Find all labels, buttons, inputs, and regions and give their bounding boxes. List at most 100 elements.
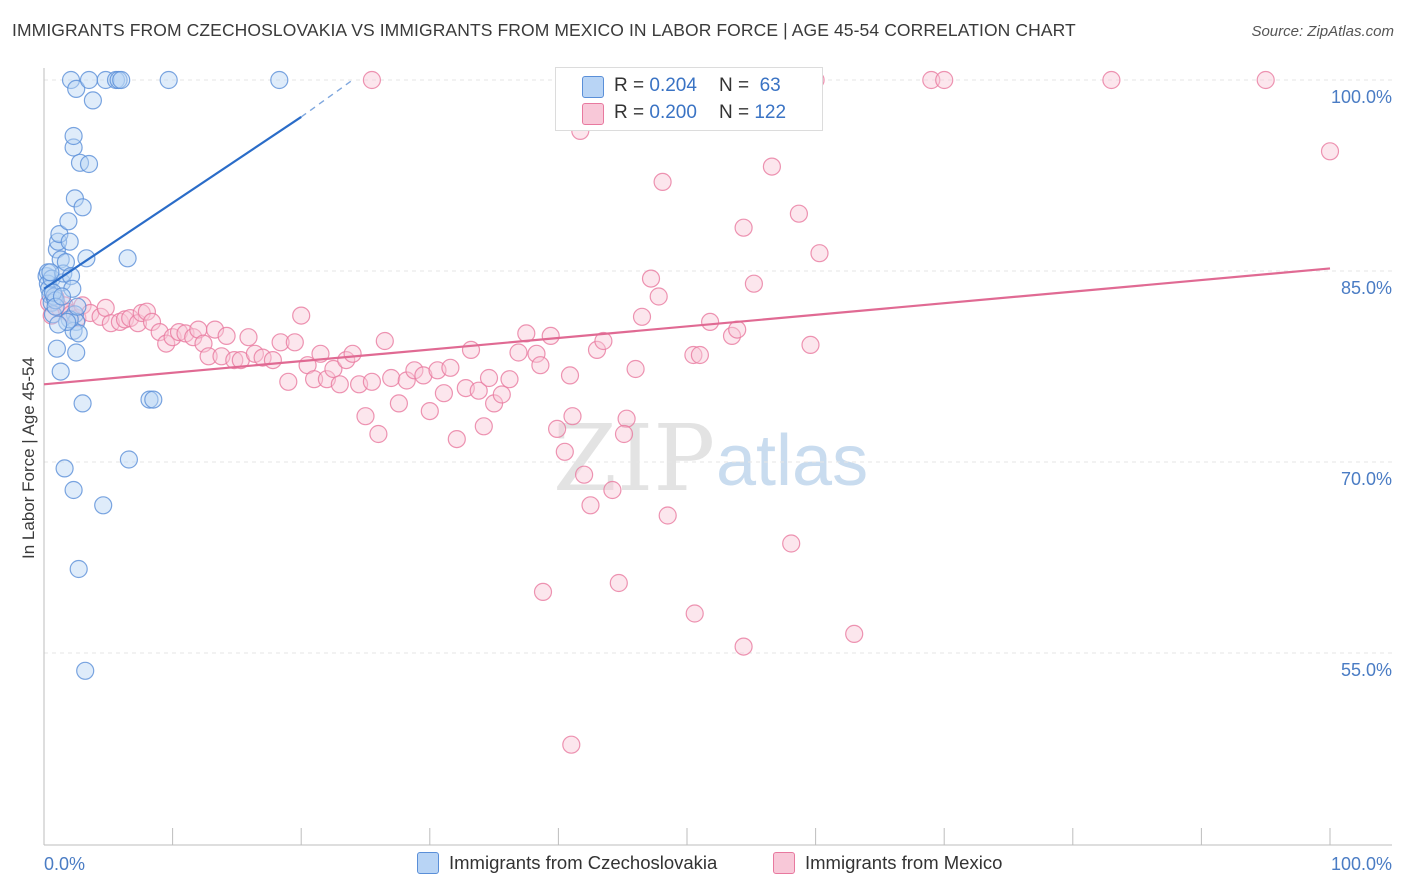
point-mexico-71 bbox=[492, 385, 511, 404]
point-mexico-67 bbox=[469, 381, 488, 400]
point-mexico-52 bbox=[362, 372, 381, 391]
point-mexico-60 bbox=[420, 402, 439, 421]
point-mexico-119 bbox=[1102, 70, 1121, 90]
point-mexico-62 bbox=[434, 384, 453, 403]
y-tick-label-55: 55.0% bbox=[1341, 660, 1392, 680]
legend-row-mexico: R = 0.200 N = 122 bbox=[614, 101, 786, 125]
point-mexico-83 bbox=[581, 496, 600, 515]
point-mexico-98 bbox=[728, 320, 747, 339]
y-tick-label-85: 85.0% bbox=[1341, 278, 1392, 298]
point-mexico-51 bbox=[356, 407, 375, 426]
legend-r-label-1: R = bbox=[614, 75, 645, 96]
point-mexico-31 bbox=[217, 326, 236, 345]
source-label: Source: ZipAtlas.com bbox=[1251, 23, 1394, 40]
point-czechoslovakia-49 bbox=[73, 394, 92, 413]
point-mexico-89 bbox=[626, 359, 645, 379]
point-czechoslovakia-47 bbox=[140, 390, 159, 409]
point-mexico-66 bbox=[461, 340, 481, 359]
point-mexico-57 bbox=[397, 371, 416, 390]
point-czechoslovakia-36 bbox=[61, 70, 81, 90]
point-mexico-80 bbox=[560, 366, 580, 385]
point-czechoslovakia-37 bbox=[67, 79, 86, 99]
point-czechoslovakia-46 bbox=[118, 249, 137, 268]
axis-layer bbox=[43, 68, 1392, 846]
point-mexico-95 bbox=[690, 345, 710, 365]
y-axis-label: In Labor Force | Age 45-54 bbox=[19, 357, 38, 559]
point-mexico-84 bbox=[587, 340, 607, 359]
point-mexico-76 bbox=[531, 356, 550, 375]
point-czechoslovakia-44 bbox=[159, 70, 178, 90]
point-mexico-117 bbox=[922, 70, 941, 90]
point-czechoslovakia-38 bbox=[79, 70, 99, 90]
point-mexico-104 bbox=[801, 335, 820, 354]
point-mexico-92 bbox=[649, 287, 668, 306]
point-mexico-64 bbox=[447, 430, 466, 449]
point-czechoslovakia-20 bbox=[63, 279, 82, 298]
point-mexico-41 bbox=[292, 306, 311, 325]
point-mexico-85 bbox=[594, 331, 613, 351]
x-tick-label-start: 0.0% bbox=[44, 854, 85, 874]
point-czechoslovakia-45 bbox=[270, 70, 289, 90]
point-czechoslovakia-59 bbox=[52, 287, 72, 306]
legend-n-label-2: N = bbox=[718, 102, 750, 123]
point-mexico-59 bbox=[414, 366, 433, 385]
point-czechoslovakia-28 bbox=[69, 324, 88, 343]
point-mexico-23 bbox=[169, 323, 189, 342]
point-mexico-113 bbox=[562, 735, 581, 754]
point-mexico-100 bbox=[744, 274, 764, 293]
point-mexico-106 bbox=[845, 624, 864, 644]
legend-r-label-2: R = bbox=[614, 102, 645, 123]
point-mexico-69 bbox=[479, 368, 499, 388]
point-czechoslovakia-16 bbox=[56, 253, 76, 272]
point-mexico-79 bbox=[555, 442, 574, 461]
point-czechoslovakia-43 bbox=[112, 70, 131, 90]
point-mexico-101 bbox=[762, 157, 782, 176]
point-mexico-77 bbox=[541, 326, 560, 345]
point-mexico-37 bbox=[263, 351, 282, 370]
point-mexico-103 bbox=[789, 204, 809, 223]
point-mexico-110 bbox=[609, 573, 628, 593]
trend-line-czechoslovakia bbox=[43, 116, 302, 290]
point-mexico-107 bbox=[653, 172, 672, 191]
point-czechoslovakia-58 bbox=[46, 297, 65, 316]
point-czechoslovakia-51 bbox=[64, 480, 83, 500]
bottom-swatch-czechoslovakia bbox=[417, 852, 439, 874]
point-czechoslovakia-31 bbox=[64, 126, 83, 146]
bottom-swatch-mexico bbox=[773, 852, 795, 874]
point-czechoslovakia-34 bbox=[73, 198, 92, 217]
point-czechoslovakia-17 bbox=[59, 212, 78, 231]
point-czechoslovakia-23 bbox=[64, 321, 83, 340]
point-czechoslovakia-62 bbox=[48, 315, 68, 334]
point-czechoslovakia-39 bbox=[83, 91, 103, 110]
bottom-legend-mexico: Immigrants from Mexico bbox=[773, 852, 1002, 874]
chart-title: IMMIGRANTS FROM CZECHOSLOVAKIA VS IMMIGR… bbox=[12, 20, 1076, 40]
y-tick-label-70: 70.0% bbox=[1341, 469, 1392, 489]
point-czechoslovakia-52 bbox=[94, 496, 113, 515]
point-mexico-99 bbox=[734, 218, 753, 237]
bottom-legend-czechoslovakia: Immigrants from Czechoslovakia bbox=[417, 852, 717, 874]
point-mexico-88 bbox=[614, 424, 634, 444]
point-mexico-72 bbox=[500, 370, 519, 389]
legend-row-czechoslovakia: R = 0.204 N = 63 bbox=[614, 74, 781, 98]
point-mexico-112 bbox=[734, 637, 753, 656]
legend-r-value-1: 0.204 bbox=[649, 75, 697, 96]
bottom-legend-label-czechoslovakia: Immigrants from Czechoslovakia bbox=[449, 852, 718, 873]
bottom-legend-label-mexico: Immigrants from Mexico bbox=[805, 852, 1003, 873]
point-mexico-91 bbox=[641, 269, 661, 288]
stats-legend: R = 0.204 N = 63 R = 0.200 N = 122 bbox=[555, 67, 823, 131]
point-mexico-18 bbox=[137, 302, 156, 321]
point-czechoslovakia-26 bbox=[51, 362, 70, 381]
point-mexico-82 bbox=[574, 465, 594, 484]
point-mexico-78 bbox=[547, 419, 567, 438]
point-mexico-32 bbox=[225, 351, 244, 370]
point-mexico-10 bbox=[91, 307, 110, 326]
point-mexico-68 bbox=[474, 417, 493, 436]
point-mexico-47 bbox=[330, 375, 349, 394]
point-mexico-86 bbox=[603, 480, 622, 500]
point-mexico-118 bbox=[935, 70, 954, 90]
point-mexico-63 bbox=[441, 358, 460, 377]
point-mexico-39 bbox=[279, 372, 298, 391]
point-czechoslovakia-13 bbox=[51, 250, 70, 269]
point-mexico-46 bbox=[324, 359, 343, 379]
point-mexico-38 bbox=[271, 333, 290, 352]
